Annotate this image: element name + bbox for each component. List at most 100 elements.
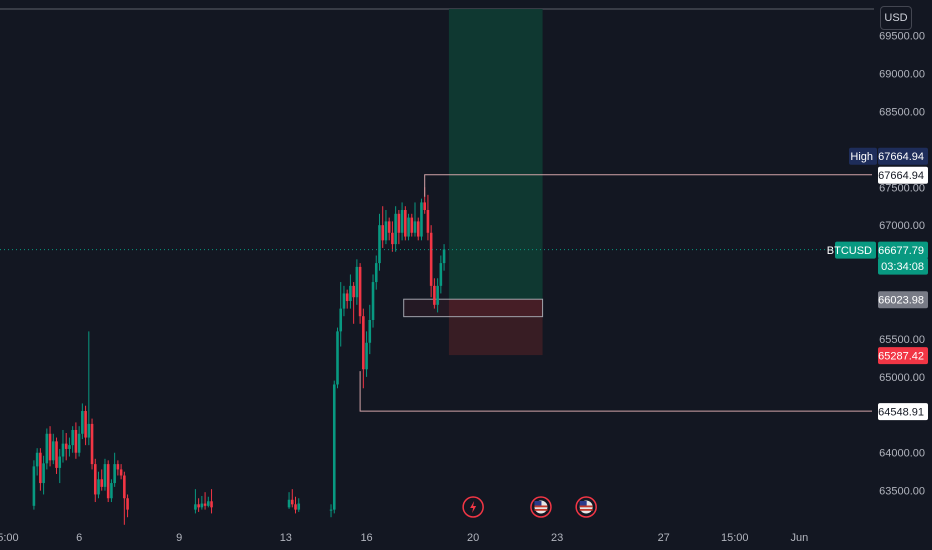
candle-body xyxy=(35,452,39,467)
time-axis-tick: 15:00 xyxy=(0,532,19,544)
candle-body xyxy=(394,213,397,245)
candle-body xyxy=(442,249,446,264)
price-axis-tick: 67000.00 xyxy=(879,220,925,232)
low-marker-line xyxy=(359,371,872,412)
low-badge-text: 64548.91 xyxy=(878,407,924,419)
candle-body xyxy=(404,210,407,237)
time-axis[interactable]: 15:00 6 9 13 16 20 23 27 15:00 Jun xyxy=(0,532,808,544)
event-icons[interactable] xyxy=(462,496,597,518)
time-axis-tick: 27 xyxy=(658,532,670,544)
candle-body xyxy=(416,221,420,237)
candle-body xyxy=(203,503,207,506)
candle-body xyxy=(294,504,297,510)
currency-button[interactable]: USD xyxy=(880,6,912,30)
candle-body xyxy=(123,475,126,499)
profit-zone[interactable] xyxy=(448,9,543,300)
candle-body xyxy=(381,225,385,241)
price-axis-tick: 63500.00 xyxy=(879,486,925,498)
low-badge: 64548.91 xyxy=(878,403,928,421)
candle-body xyxy=(48,433,52,461)
candle-body xyxy=(423,202,426,211)
entry-badge-text: 66023.98 xyxy=(878,295,924,307)
candle-body xyxy=(433,285,436,305)
candle-body xyxy=(400,210,404,233)
candle-body xyxy=(200,503,204,508)
position-zones[interactable] xyxy=(403,9,544,356)
price-axis-tick: 65000.00 xyxy=(879,372,925,384)
price-axis-tick: 67500.00 xyxy=(879,182,925,194)
candle-body xyxy=(45,433,49,464)
candle-body xyxy=(439,263,443,286)
stop-badge: 65287.42 xyxy=(878,347,928,365)
candles xyxy=(32,187,446,525)
candle-body xyxy=(210,501,213,508)
candle-body xyxy=(93,464,97,495)
candle-body xyxy=(365,342,368,370)
candle-body xyxy=(42,463,45,484)
time-axis-tick: 16 xyxy=(360,532,372,544)
candle-body xyxy=(87,423,91,438)
marker-lines xyxy=(0,174,872,412)
symbol-badge: BTCUSD xyxy=(827,241,876,259)
candle-body xyxy=(358,266,362,317)
last-price-badge: 66677.79 xyxy=(878,241,928,259)
candle-body xyxy=(426,210,430,233)
candle-body xyxy=(345,293,349,302)
candle-body xyxy=(410,217,414,233)
time-axis-tick: 23 xyxy=(551,532,563,544)
candle-body xyxy=(387,221,391,233)
time-axis-tick: 20 xyxy=(467,532,479,544)
candle-body xyxy=(374,263,378,283)
candle-body xyxy=(39,452,42,484)
high-value-badge: 67664.94 xyxy=(878,147,928,165)
entry-box[interactable] xyxy=(403,298,544,318)
price-axis-tick: 69000.00 xyxy=(879,68,925,80)
candle-body xyxy=(90,423,94,465)
candle-body xyxy=(332,384,336,510)
candle-body xyxy=(116,464,120,470)
candle-body xyxy=(420,202,423,237)
candle-body xyxy=(342,293,346,309)
price-axis-tick: 69500.00 xyxy=(879,31,925,43)
candle-body xyxy=(84,411,87,438)
candle-body xyxy=(329,509,333,511)
candle-body xyxy=(355,266,359,298)
candle-body xyxy=(61,443,65,457)
countdown-badge: 03:34:08 xyxy=(878,257,928,275)
candle-body xyxy=(287,499,291,508)
candle-body xyxy=(119,469,123,476)
high-tag-text: High xyxy=(850,151,873,163)
candle-body xyxy=(110,483,113,499)
time-axis-tick: 15:00 xyxy=(721,532,749,544)
candle-body xyxy=(349,285,352,302)
candle-body xyxy=(64,443,68,449)
candle-body xyxy=(436,285,439,305)
stop-zone[interactable] xyxy=(448,299,543,356)
candle-body xyxy=(207,501,210,506)
candle-body xyxy=(100,479,104,487)
candle-body xyxy=(378,225,381,264)
candle-body xyxy=(297,503,301,510)
candle-body xyxy=(391,232,394,245)
candle-body xyxy=(413,221,417,233)
us-flag-event-icon[interactable] xyxy=(530,496,552,518)
candle-body xyxy=(74,429,78,453)
candle-body xyxy=(339,308,343,332)
candle-body xyxy=(352,285,355,298)
candle-body xyxy=(55,441,58,468)
candle-body xyxy=(103,464,107,487)
lightning-event-icon[interactable] xyxy=(462,496,484,518)
candle-body xyxy=(106,464,110,499)
candle-body xyxy=(290,499,294,505)
price-axis-tick: 64000.00 xyxy=(879,448,925,460)
candle-body xyxy=(81,411,84,434)
last-price-badge-text: 66677.79 xyxy=(878,245,924,257)
price-axis[interactable]: 63500.00 64000.00 65000.00 65500.00 67000.00… xyxy=(879,31,925,498)
candle-body xyxy=(51,441,55,461)
price-axis-tick: 68500.00 xyxy=(879,106,925,118)
candle-body xyxy=(407,217,410,237)
countdown-badge-text: 03:34:08 xyxy=(881,261,924,273)
us-flag-event-icon[interactable] xyxy=(575,496,597,518)
